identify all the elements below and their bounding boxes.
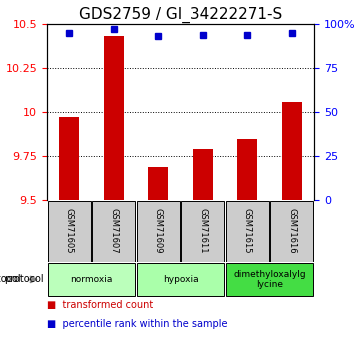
Text: normoxia: normoxia xyxy=(70,275,113,284)
Text: dimethyloxalylg
lycine: dimethyloxalylg lycine xyxy=(233,270,306,289)
Text: ■  transformed count: ■ transformed count xyxy=(47,300,153,310)
Bar xyxy=(193,149,213,200)
Bar xyxy=(137,263,224,296)
Text: protocol: protocol xyxy=(4,275,43,284)
Text: hypoxia: hypoxia xyxy=(163,275,198,284)
Text: GSM71605: GSM71605 xyxy=(65,208,74,254)
Bar xyxy=(48,201,91,262)
Bar xyxy=(282,101,302,200)
Text: GSM71607: GSM71607 xyxy=(109,208,118,254)
Text: GSM71611: GSM71611 xyxy=(198,208,207,254)
Text: protocol: protocol xyxy=(0,275,21,284)
Bar xyxy=(237,138,257,200)
Title: GDS2759 / GI_34222271-S: GDS2759 / GI_34222271-S xyxy=(79,7,282,23)
Bar xyxy=(92,201,135,262)
Bar xyxy=(104,37,124,200)
Bar xyxy=(59,117,79,200)
Bar xyxy=(148,167,168,200)
Bar xyxy=(48,263,135,296)
Text: ■  percentile rank within the sample: ■ percentile rank within the sample xyxy=(47,319,227,329)
Bar xyxy=(270,201,313,262)
Bar xyxy=(181,201,224,262)
Text: GSM71615: GSM71615 xyxy=(243,208,252,254)
Bar xyxy=(137,201,180,262)
Text: GSM71616: GSM71616 xyxy=(287,208,296,254)
Bar xyxy=(226,263,313,296)
Bar xyxy=(226,201,269,262)
Text: GSM71609: GSM71609 xyxy=(154,208,163,254)
